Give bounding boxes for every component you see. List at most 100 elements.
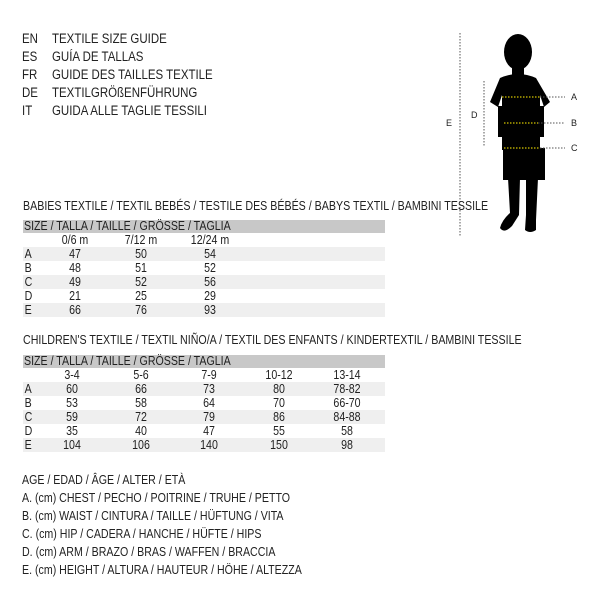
table-header: SIZE / TALLA / TAILLE / GRÖSSE / TAGLIA — [23, 354, 385, 368]
col-header: 3-4 — [64, 368, 80, 382]
lang-code: DE — [22, 85, 38, 100]
row-label: C — [24, 410, 33, 424]
table-cell: 59 — [66, 410, 78, 424]
table-cell: 86 — [273, 410, 285, 424]
row-label: D — [24, 424, 33, 438]
babies-section-title: BABIES TEXTILE / TEXTIL BEBÉS / TESTILE … — [23, 198, 489, 213]
table-cell: 55 — [273, 424, 285, 438]
column-headers: 0/6 m 7/12 m 12/24 m — [23, 233, 385, 247]
table-cell: 66-70 — [333, 396, 361, 410]
table-row: E 66 76 93 — [23, 303, 385, 317]
legend-waist: B. (cm) WAIST / CINTURA / TAILLE / HÜFTU… — [22, 509, 284, 523]
legend-arm: D. (cm) ARM / BRAZO / BRAS / WAFFEN / BR… — [22, 545, 276, 559]
table-cell: 150 — [270, 438, 288, 452]
table-row: C 59 72 79 86 84-88 — [23, 410, 385, 424]
measurement-legend: AGE / EDAD / ÂGE / ALTER / ETÀ A. (cm) C… — [22, 471, 351, 579]
label-e: E — [446, 118, 452, 128]
table-cell: 40 — [135, 424, 147, 438]
row-label: E — [24, 303, 32, 317]
table-cell: 73 — [203, 382, 215, 396]
table-cell: 79 — [203, 410, 215, 424]
table-row: E 104 106 140 150 98 — [23, 438, 385, 452]
legend-hip: C. (cm) HIP / CADERA / HANCHE / HÜFTE / … — [22, 527, 262, 541]
table-cell: 58 — [341, 424, 353, 438]
table-cell: 84-88 — [333, 410, 361, 424]
table-row: A 60 66 73 80 78-82 — [23, 382, 385, 396]
table-cell: 52 — [135, 275, 147, 289]
table-cell: 49 — [69, 275, 81, 289]
table-cell: 51 — [135, 261, 147, 275]
measure-lines — [502, 96, 540, 149]
lang-title: TEXTILGRÖßENFÜHRUNG — [52, 85, 198, 100]
col-header: 10-12 — [265, 368, 293, 382]
table-cell: 50 — [135, 247, 147, 261]
row-label: B — [24, 396, 32, 410]
col-header: 12/24 m — [190, 233, 230, 247]
legend-height: E. (cm) HEIGHT / ALTURA / HAUTEUR / HÖHE… — [22, 563, 302, 577]
table-cell: 106 — [132, 438, 150, 452]
row-label: B — [24, 261, 32, 275]
lang-code: FR — [22, 67, 38, 82]
col-header: 7/12 m — [124, 233, 158, 247]
table-cell: 35 — [66, 424, 78, 438]
table-cell: 52 — [204, 261, 216, 275]
child-silhouette-diagram: A B C D E — [446, 33, 578, 237]
col-header: 0/6 m — [61, 233, 89, 247]
table-cell: 78-82 — [333, 382, 361, 396]
table-cell: 47 — [203, 424, 215, 438]
col-header: 13-14 — [333, 368, 361, 382]
header-label: SIZE / TALLA / TAILLE / GRÖSSE / TAGLIA — [24, 354, 231, 368]
table-row: B 48 51 52 — [23, 261, 385, 275]
table-cell: 29 — [204, 289, 216, 303]
column-headers: 3-4 5-6 7-9 10-12 13-14 — [23, 368, 385, 382]
table-cell: 25 — [135, 289, 147, 303]
table-cell: 70 — [273, 396, 285, 410]
children-size-table: SIZE / TALLA / TAILLE / GRÖSSE / TAGLIA … — [23, 354, 385, 452]
table-cell: 93 — [204, 303, 216, 317]
lang-title: GUIDA ALLE TAGLIE TESSILI — [52, 103, 207, 118]
table-cell: 80 — [273, 382, 285, 396]
table-cell: 98 — [341, 438, 353, 452]
label-c: C — [571, 143, 578, 153]
legend-age: AGE / EDAD / ÂGE / ALTER / ETÀ — [22, 473, 186, 487]
lang-code: ES — [22, 49, 38, 64]
label-b: B — [571, 118, 577, 128]
table-row: D 21 25 29 — [23, 289, 385, 303]
header-label: SIZE / TALLA / TAILLE / GRÖSSE / TAGLIA — [24, 219, 231, 233]
label-a: A — [571, 92, 577, 102]
table-header: SIZE / TALLA / TAILLE / GRÖSSE / TAGLIA — [23, 219, 385, 233]
table-row: C 49 52 56 — [23, 275, 385, 289]
col-header: 5-6 — [133, 368, 149, 382]
table-cell: 53 — [66, 396, 78, 410]
row-label: C — [24, 275, 33, 289]
babies-size-table: SIZE / TALLA / TAILLE / GRÖSSE / TAGLIA … — [23, 219, 385, 317]
table-row: D 35 40 47 55 58 — [23, 424, 385, 438]
col-header: 7-9 — [201, 368, 217, 382]
silhouette-icon — [490, 34, 550, 232]
table-row: B 53 58 64 70 66-70 — [23, 396, 385, 410]
table-cell: 60 — [66, 382, 78, 396]
row-label: D — [24, 289, 33, 303]
table-cell: 72 — [135, 410, 147, 424]
label-d: D — [471, 110, 478, 120]
table-cell: 66 — [135, 382, 147, 396]
table-cell: 54 — [204, 247, 216, 261]
table-cell: 76 — [135, 303, 147, 317]
lang-title: GUÍA DE TALLAS — [52, 49, 144, 64]
legend-chest: A. (cm) CHEST / PECHO / POITRINE / TRUHE… — [22, 491, 291, 505]
table-cell: 47 — [69, 247, 81, 261]
lang-code: IT — [22, 103, 33, 118]
table-cell: 48 — [69, 261, 81, 275]
table-cell: 58 — [135, 396, 147, 410]
table-cell: 21 — [69, 289, 81, 303]
table-cell: 64 — [203, 396, 215, 410]
children-section-title: CHILDREN'S TEXTILE / TEXTIL NIÑO/A / TEX… — [23, 332, 522, 347]
lang-title: TEXTILE SIZE GUIDE — [52, 31, 167, 46]
row-label: A — [24, 382, 32, 396]
row-label: A — [24, 247, 32, 261]
lang-title: GUIDE DES TAILLES TEXTILE — [52, 67, 213, 82]
row-label: E — [24, 438, 32, 452]
table-cell: 56 — [204, 275, 216, 289]
table-cell: 104 — [63, 438, 81, 452]
table-cell: 140 — [200, 438, 218, 452]
